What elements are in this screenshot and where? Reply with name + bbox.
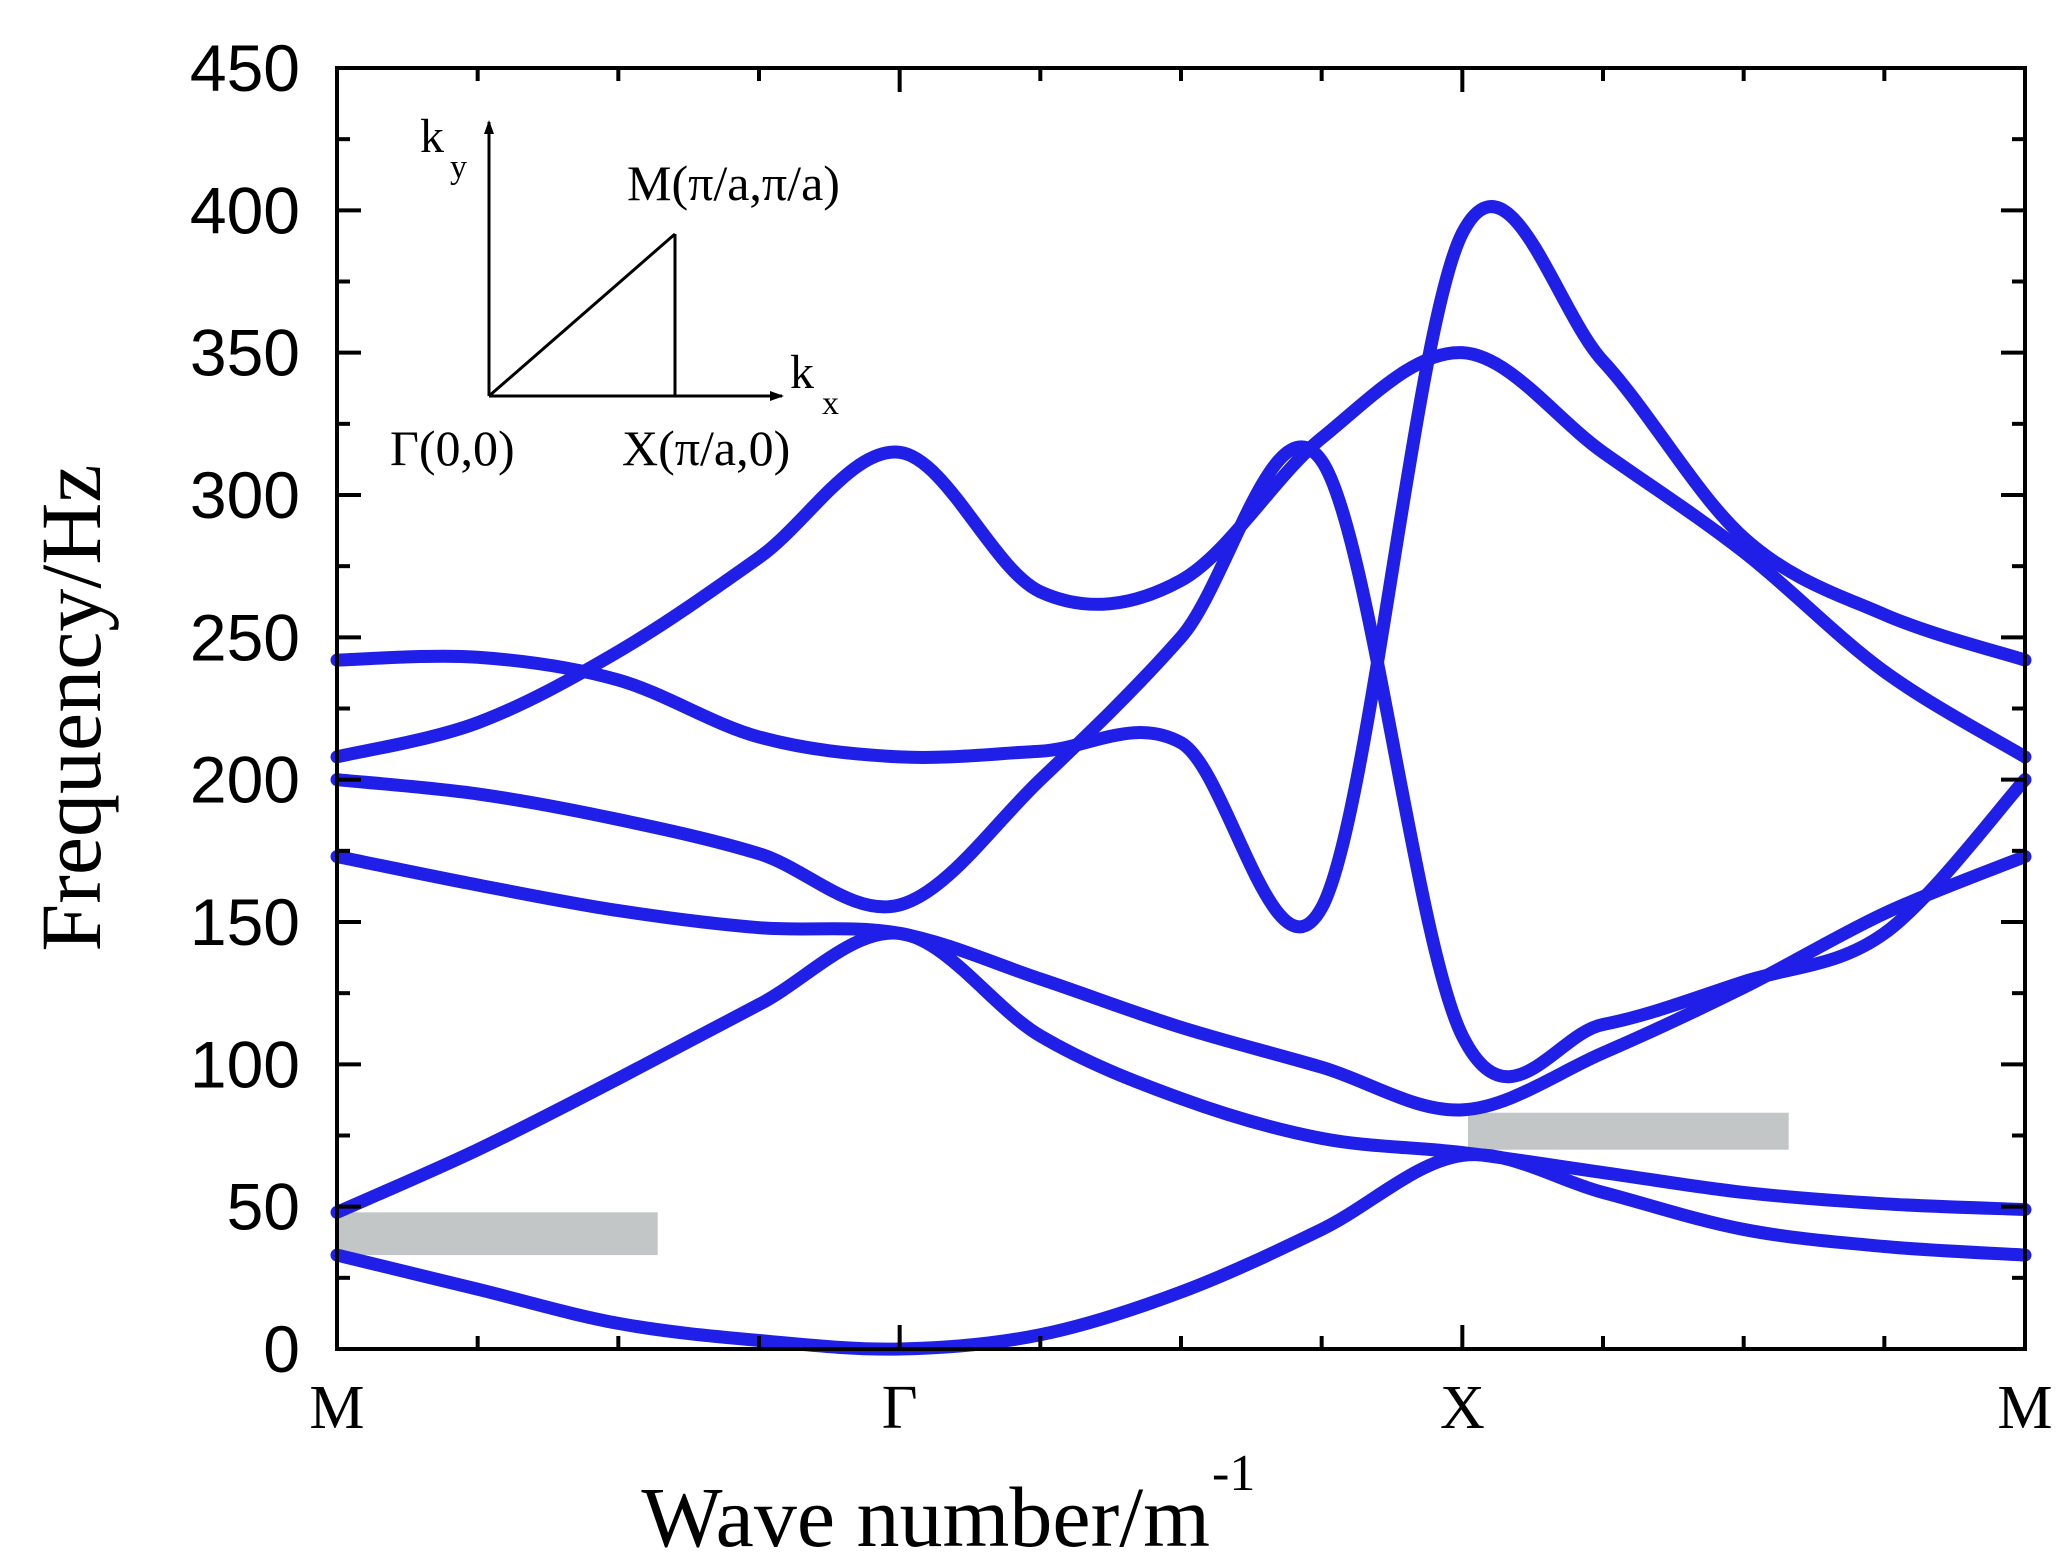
y-tick-label: 150	[190, 885, 300, 959]
ky-subscript: y	[450, 149, 467, 186]
dispersion-curves	[330, 200, 2032, 1356]
band-gap-regions	[337, 1112, 1789, 1256]
brillouin-zone-inset: k y k x Γ(0,0) X(π/a,0) M(π/a,π/a)	[390, 110, 840, 476]
y-tick-label: 0	[263, 1312, 300, 1386]
band-curve-2	[330, 926, 2032, 1219]
x-tick-label: M	[309, 1374, 364, 1442]
y-axis-title: Frequency/Hz	[23, 464, 119, 951]
x-tick-label: Γ	[882, 1374, 918, 1442]
y-tick-label: 50	[227, 1170, 300, 1244]
ky-label: k	[420, 110, 444, 163]
band-curve-6	[330, 200, 2032, 934]
zone-diagonal-gamma-m	[488, 232, 676, 398]
gamma-point-label: Γ(0,0)	[390, 420, 515, 476]
kx-label: k	[790, 346, 814, 399]
x-tick-label: M	[1997, 1374, 2052, 1442]
y-tick-label: 250	[190, 600, 300, 674]
x-point-label: X(π/a,0)	[622, 420, 790, 476]
band-curve-5	[330, 346, 2032, 764]
axis-ticks	[335, 66, 2027, 1351]
y-tick-label: 200	[190, 743, 300, 817]
kx-subscript: x	[822, 385, 839, 422]
y-tick-labels: 0 50 100 150 200 250 300 350 400 450	[190, 31, 300, 1386]
m-point-label: M(π/a,π/a)	[627, 155, 840, 211]
x-axis-title-superscript: -1	[1212, 1445, 1255, 1502]
y-tick-label: 300	[190, 458, 300, 532]
y-tick-label: 400	[190, 173, 300, 247]
band-curve-3	[330, 850, 2032, 1117]
plot-frame	[335, 66, 2027, 1351]
band-gap-1	[337, 1212, 658, 1256]
y-tick-label: 100	[190, 1027, 300, 1101]
x-axis-title: Wave number/m	[641, 1469, 1210, 1560]
band-curve-1	[330, 1148, 2032, 1356]
band-gap-2	[1467, 1112, 1789, 1150]
band-curve-4	[330, 440, 2032, 1083]
y-tick-label: 350	[190, 316, 300, 390]
y-tick-label: 450	[190, 31, 300, 105]
x-tick-label: X	[1440, 1374, 1485, 1442]
